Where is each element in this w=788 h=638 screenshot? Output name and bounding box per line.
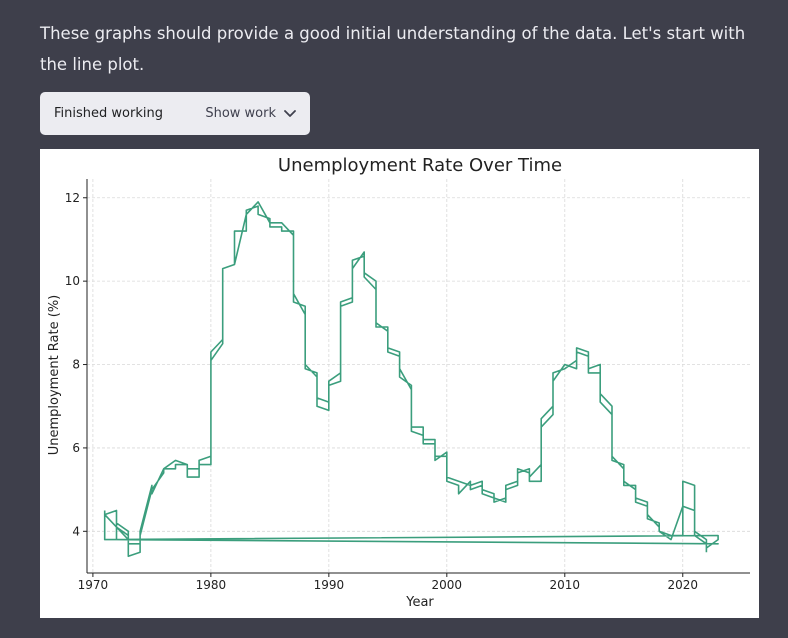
show-work-label: Show work bbox=[205, 106, 276, 121]
x-tick-label: 2020 bbox=[667, 578, 698, 592]
show-work-button[interactable]: Show work bbox=[205, 106, 296, 121]
x-axis-label: Year bbox=[405, 595, 434, 610]
y-tick-label: 4 bbox=[72, 524, 80, 538]
chart-title: Unemployment Rate Over Time bbox=[278, 155, 562, 176]
assistant-message-text: These graphs should provide a good initi… bbox=[40, 24, 746, 74]
chevron-down-icon bbox=[284, 109, 296, 117]
unemployment-line-chart: 1970 1980 1990 2000 2010 2020 4 6 8 10 12 Unemploy… bbox=[47, 155, 750, 610]
y-tick-label: 6 bbox=[72, 441, 80, 455]
y-tick-label: 8 bbox=[72, 358, 80, 372]
ticks: 1970 1980 1990 2000 2010 2020 4 6 8 10 12 bbox=[65, 191, 698, 592]
y-tick-label: 12 bbox=[65, 191, 80, 205]
tool-status-bar: Finished working Show work bbox=[40, 92, 310, 135]
x-tick-label: 1970 bbox=[78, 578, 109, 592]
tool-status-label: Finished working bbox=[54, 106, 163, 121]
chart-image: 1970 1980 1990 2000 2010 2020 4 6 8 10 12 Unemploy… bbox=[40, 149, 759, 618]
x-tick-label: 2000 bbox=[432, 578, 463, 592]
x-tick-label: 2010 bbox=[550, 578, 581, 592]
grid-lines bbox=[87, 179, 750, 573]
x-tick-label: 1990 bbox=[314, 578, 345, 592]
y-axis-label: Unemployment Rate (%) bbox=[47, 295, 62, 456]
axes bbox=[86, 179, 750, 574]
x-tick-label: 1980 bbox=[196, 578, 227, 592]
series-line bbox=[103, 201, 719, 558]
y-tick-label: 10 bbox=[65, 274, 80, 288]
